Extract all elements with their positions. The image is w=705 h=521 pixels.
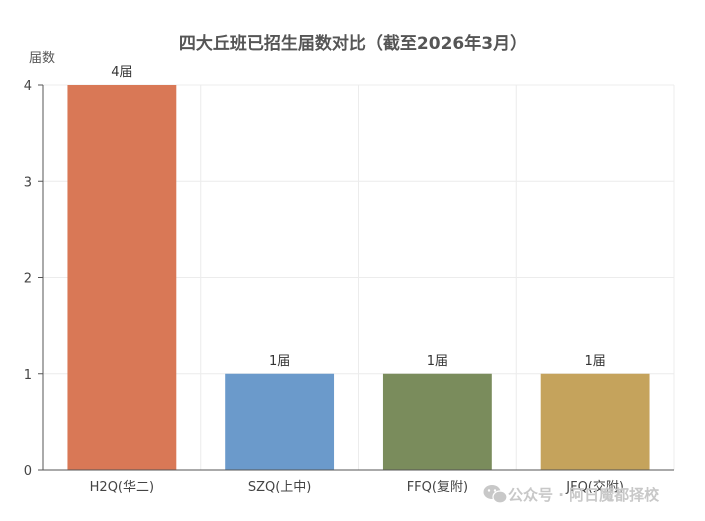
x-tick-label: SZQ(上中) [248, 480, 312, 495]
bar [382, 373, 492, 470]
data-label: 4届 [111, 65, 132, 80]
y-tick-label: 4 [24, 79, 32, 94]
data-label: 1届 [584, 354, 605, 369]
y-tick-label: 3 [24, 175, 32, 190]
bar [225, 373, 335, 470]
bar-group [67, 85, 650, 470]
y-tick-label: 0 [24, 464, 32, 479]
tick-labels: 4届 H2Q(华二) 1届 SZQ(上中) 1届 FFQ(复附) 1届 JFQ(交附) 0 1 2 3… [24, 65, 624, 495]
watermark: 公众号 · 阿日魔都择校 [483, 485, 660, 504]
y-axis-label: 届数 [29, 51, 55, 66]
y-tick-label: 2 [24, 272, 32, 287]
x-tick-label: JFQ(交附) [565, 479, 624, 495]
x-tick-label: H2Q(华二) [90, 480, 154, 495]
watermark-text: 公众号 · 阿日魔都择校 [508, 486, 660, 504]
y-tick-label: 1 [24, 368, 32, 383]
bar [67, 85, 177, 470]
axes [38, 84, 674, 471]
wechat-icon [483, 485, 508, 504]
x-tick-label: FFQ(复附) [407, 480, 468, 495]
data-label: 1届 [269, 354, 290, 369]
bar [540, 373, 650, 470]
chart-title: 四大丘班已招生届数对比（截至2026年3月） [179, 33, 527, 54]
data-label: 1届 [427, 354, 448, 369]
